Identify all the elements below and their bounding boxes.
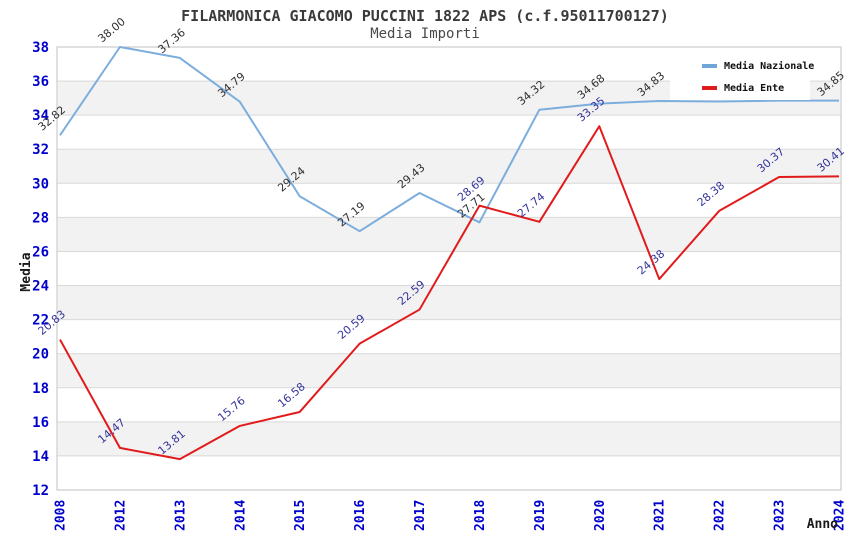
- series-line-media-ente: [59, 125, 840, 461]
- chart-title: FILARMONICA GIACOMO PUCCINI 1822 APS (c.…: [181, 7, 669, 25]
- x-tick-label: 2012: [113, 500, 128, 531]
- legend-item-media-ente: Media Ente: [702, 77, 810, 99]
- x-tick-label: 2020: [593, 500, 608, 531]
- y-tick-label: 16: [32, 415, 49, 431]
- legend: Media Nazionale Media Ente: [670, 50, 814, 100]
- y-tick-label: 32: [32, 142, 49, 158]
- y-tick-label: 38: [32, 40, 49, 56]
- legend-swatch-blue-line-icon: [702, 64, 717, 68]
- y-tick-label: 12: [32, 483, 49, 499]
- x-tick-label: 2024: [833, 500, 848, 531]
- grid-band: [58, 421, 840, 456]
- grid-band: [58, 353, 840, 388]
- grid-band: [58, 149, 840, 184]
- x-tick-label: 2016: [353, 500, 368, 531]
- y-tick-label: 18: [32, 381, 49, 397]
- x-tick-label: 2022: [713, 500, 728, 531]
- chart-subtitle: Media Importi: [370, 26, 480, 42]
- x-tick-label: 2018: [473, 500, 488, 531]
- x-tick-label: 2021: [653, 500, 668, 531]
- x-tick-label: 2019: [533, 500, 548, 531]
- x-tick-label: 2014: [233, 500, 248, 531]
- y-tick-label: 24: [32, 279, 49, 295]
- y-tick-label: 22: [32, 313, 49, 329]
- x-tick-label: 2008: [54, 500, 69, 531]
- y-tick-label: 30: [32, 176, 49, 192]
- plot-border: [56, 46, 842, 491]
- legend-item-media-nazionale: Media Nazionale: [702, 55, 814, 77]
- legend-label: Media Ente: [724, 82, 785, 94]
- x-tick-label: 2017: [413, 500, 428, 531]
- y-tick-label: 36: [32, 74, 49, 90]
- x-tick-label: 2015: [293, 500, 308, 531]
- x-axis-title: Anno: [807, 517, 838, 532]
- y-tick-label: 14: [32, 449, 49, 465]
- grid-band: [58, 285, 840, 320]
- x-tick-label: 2013: [173, 500, 188, 531]
- y-tick-label: 34: [32, 108, 49, 124]
- series-line-media-nazionale: [59, 46, 839, 233]
- y-tick-label: 20: [32, 347, 49, 363]
- legend-swatch-red-line-icon: [702, 86, 717, 90]
- y-axis-title: Media: [19, 252, 34, 291]
- y-tick-label: 28: [32, 210, 49, 226]
- point-label-media-ente: 15.76: [215, 394, 247, 424]
- x-tick-label: 2023: [773, 500, 788, 531]
- grid-band: [58, 217, 840, 252]
- y-tick-label: 26: [32, 244, 49, 260]
- legend-label: Media Nazionale: [724, 60, 815, 72]
- point-label-media-nazionale: 37.36: [155, 26, 187, 56]
- point-label-media-nazionale: 38.00: [95, 15, 127, 45]
